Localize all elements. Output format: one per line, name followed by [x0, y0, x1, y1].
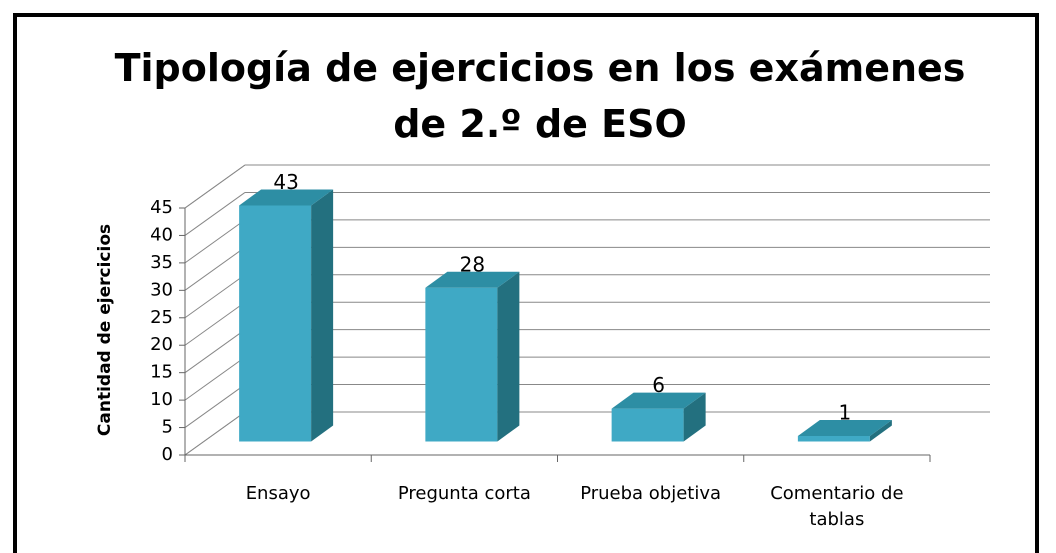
data-label: 6 [652, 373, 665, 397]
grid-diagonal [184, 384, 246, 428]
x-tick-label: Pregunta corta [397, 483, 531, 504]
y-tick-label: 5 [162, 417, 173, 438]
x-tick-label: Ensayo [245, 483, 311, 504]
y-tick-label: 20 [150, 334, 173, 355]
bar-front [611, 408, 684, 442]
x-tick-label: Prueba objetiva [580, 483, 722, 504]
chart-title: Tipología de ejercicios en los exámenes … [114, 46, 966, 146]
bar-side [683, 392, 706, 442]
bar [239, 189, 334, 442]
grid-diagonal [184, 274, 246, 319]
bar-front [239, 205, 312, 442]
bar-side [869, 420, 892, 442]
frame [13, 13, 1039, 553]
y-tick-label: 15 [150, 362, 173, 383]
grid-diagonal [184, 301, 246, 346]
y-tick-label: 45 [150, 197, 173, 218]
y-tick-label: 0 [162, 444, 173, 465]
grid-diagonal [184, 192, 246, 236]
y-tick-label: 35 [150, 252, 173, 273]
y-axis-label: Cantidad de ejercicios [95, 224, 115, 436]
grid-diagonal [184, 356, 246, 401]
side-wall [184, 164, 246, 455]
data-label: 43 [273, 170, 298, 194]
bar-top [425, 271, 520, 288]
y-tick-label: 10 [150, 389, 173, 410]
bar [611, 392, 706, 442]
x-tick-label: Comentario de tablas [770, 483, 904, 530]
y-tick-label: 40 [150, 224, 173, 245]
bar-top [797, 420, 892, 437]
grid-diagonal [184, 219, 246, 264]
bar [797, 420, 892, 442]
y-tick-label: 25 [150, 307, 173, 328]
bar-side [311, 189, 334, 442]
grid-diagonal [184, 246, 246, 291]
bar [425, 271, 520, 442]
grid-diagonal [184, 329, 246, 374]
y-tick-label: 30 [150, 279, 173, 300]
data-label: 28 [460, 252, 485, 276]
bar-side [497, 271, 520, 442]
data-label: 1 [839, 401, 852, 425]
bar-top [611, 392, 706, 409]
bar-front [797, 436, 870, 442]
grid-diagonal [184, 411, 246, 456]
bar-front [425, 287, 498, 442]
bar-top [239, 189, 334, 206]
grid-diagonal [184, 164, 246, 209]
